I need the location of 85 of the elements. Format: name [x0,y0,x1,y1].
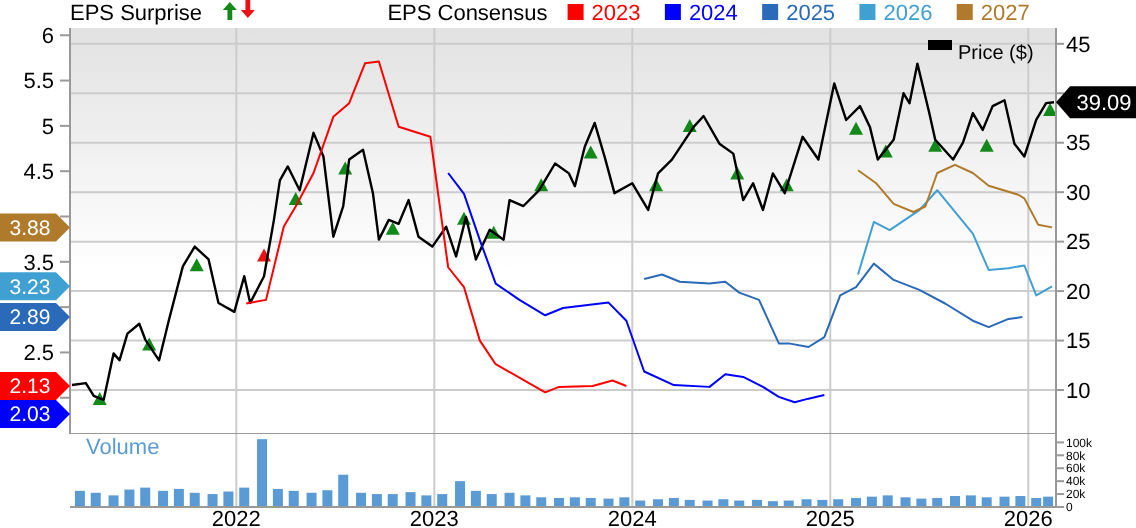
bar [520,495,531,507]
y-tick-label: 5.5 [23,70,54,95]
bar [965,495,976,507]
bar [108,495,119,507]
point [189,258,204,272]
bar [405,492,416,507]
y2-tick-label: 15 [1066,330,1091,355]
line-series [857,163,1054,229]
text: 2.13 [9,375,51,400]
y2-tick-label: 30 [1066,181,1091,206]
bar [718,499,729,507]
bar [653,499,664,507]
bar [272,488,283,507]
bar [124,489,135,507]
x-tick-label: 2023 [409,508,459,528]
bar [455,481,466,507]
y2-tick-label: 45 [1066,33,1091,58]
y2-tick-label: 10 [1066,379,1091,404]
bar [801,499,812,507]
y-tick-label: 6 [41,24,54,49]
bar [306,492,317,507]
series-label: Volume [86,436,160,460]
bar [338,474,349,507]
bar [371,494,382,507]
bar [569,497,580,507]
y-tick-label: 5 [41,115,54,140]
legend-label: Price ($) [958,43,1034,65]
bar [486,494,497,507]
data-label: 39.09 [1076,91,1132,116]
line-series [447,172,826,404]
bar [90,492,101,507]
y-tick-label: 3.5 [23,251,54,276]
y-tick-label: 4.5 [23,160,54,185]
legend-title: EPS Consensus [387,2,549,26]
bar [173,488,184,507]
legend-label: 2025 [786,2,836,26]
bar [470,490,481,507]
bar [257,439,268,507]
bar [223,491,234,507]
x-tick-label: 2025 [805,508,855,528]
text: 2.03 [9,403,51,428]
bar [504,492,515,507]
text: 3.88 [9,216,51,241]
x-tick-label: 2026 [1003,508,1053,528]
bar [239,487,250,507]
bar [950,496,961,507]
legend-label: 2027 [980,2,1030,26]
point [979,138,994,152]
y2-tick-label: 25 [1066,231,1091,256]
bar [981,497,992,507]
legend-label: 2026 [883,2,933,26]
y-tick-label: 2.5 [23,342,54,367]
y2-tick-label: 20 [1066,280,1091,305]
text: 2.89 [9,306,51,331]
bar [421,495,432,507]
bar [1015,496,1026,507]
bar [437,494,448,507]
bar [189,492,200,507]
bar [387,494,398,507]
bar [140,487,151,507]
bar [322,490,333,507]
bar [158,490,169,507]
legend-label: 2024 [688,2,738,26]
y2-tick-label: 35 [1066,132,1091,157]
text: 3.23 [9,275,51,300]
line-series [643,262,1024,348]
line-series [857,189,1054,297]
bar [833,499,844,507]
point [385,221,400,235]
x-tick-label: 2024 [607,508,657,528]
point [583,145,598,159]
point [928,138,943,152]
bar [900,497,911,507]
point [849,121,864,135]
bar [536,497,547,507]
x-tick-label: 2022 [211,508,261,528]
bar [882,495,893,507]
line-series [245,60,628,394]
bar [288,490,299,507]
bar [74,490,85,507]
bar [356,492,367,507]
text: EPS Surprise [70,2,203,26]
bar [619,497,630,507]
legend-label: 2023 [591,2,641,26]
bar [207,494,218,507]
